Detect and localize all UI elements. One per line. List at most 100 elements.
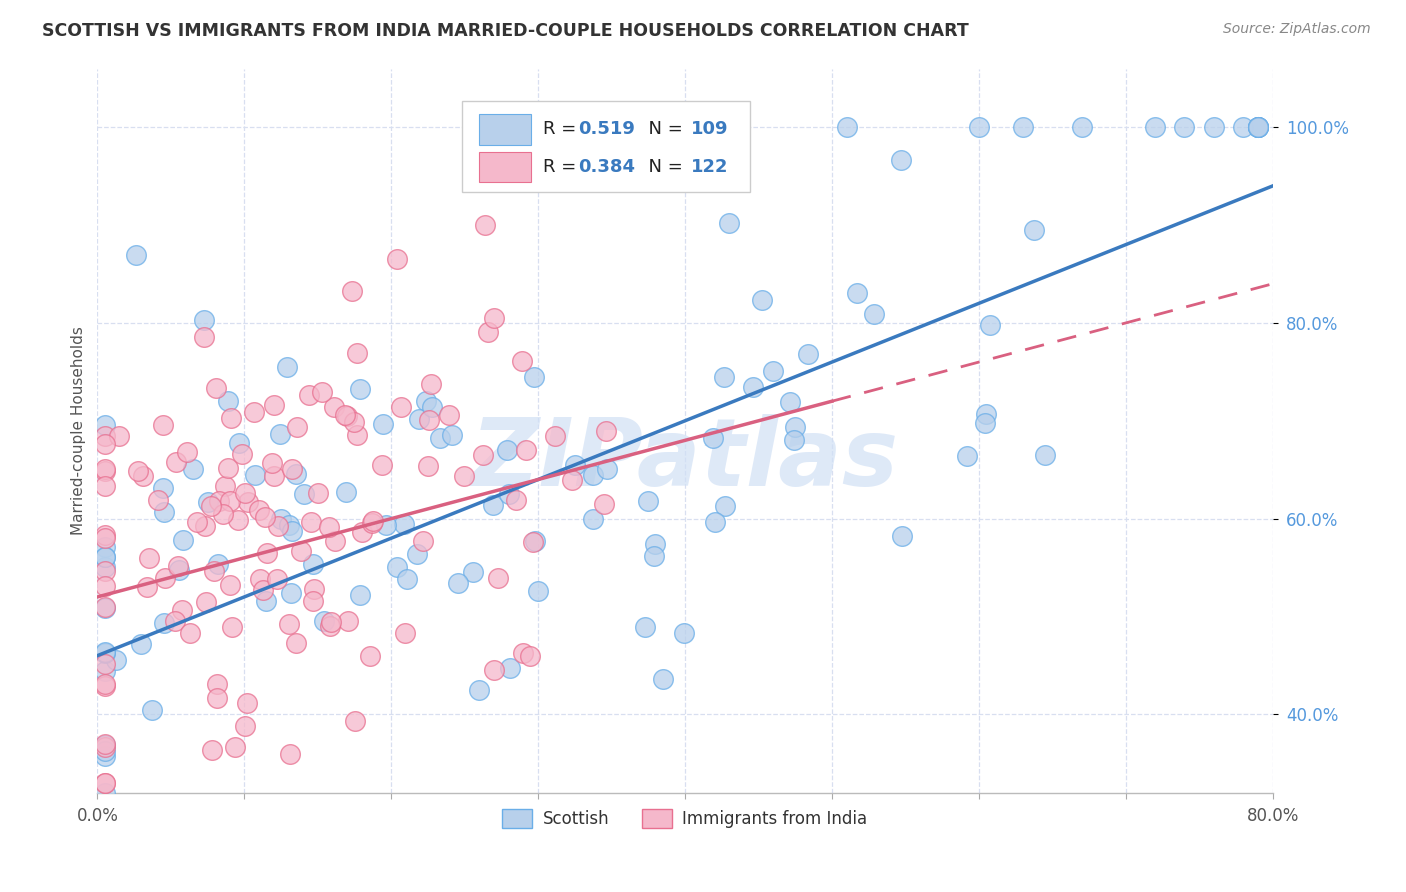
- Point: [233, 486, 256, 500]
- Point: [394, 625, 416, 640]
- Point: [890, 528, 912, 542]
- Point: [197, 494, 219, 508]
- Point: [979, 318, 1001, 333]
- Point: [217, 461, 239, 475]
- Point: [463, 565, 485, 579]
- Text: Source: ZipAtlas.com: Source: ZipAtlas.com: [1223, 22, 1371, 37]
- Point: [498, 487, 520, 501]
- Text: N =: N =: [637, 120, 689, 138]
- Legend: Scottish, Immigrants from India: Scottish, Immigrants from India: [496, 803, 875, 835]
- Point: [233, 719, 256, 733]
- Point: [652, 672, 675, 686]
- Point: [302, 594, 325, 608]
- Point: [266, 572, 288, 586]
- Point: [252, 582, 274, 597]
- Point: [93, 540, 115, 554]
- Point: [543, 429, 565, 443]
- Point: [93, 657, 115, 672]
- Point: [93, 560, 115, 574]
- Point: [477, 325, 499, 339]
- Point: [125, 248, 148, 262]
- Point: [392, 516, 415, 531]
- Point: [93, 549, 115, 564]
- Point: [412, 534, 434, 549]
- Point: [418, 413, 440, 427]
- Point: [359, 648, 381, 663]
- Point: [281, 462, 304, 476]
- Point: [194, 519, 217, 533]
- Point: [406, 547, 429, 561]
- Point: [152, 417, 174, 432]
- Point: [218, 494, 240, 508]
- Point: [1012, 120, 1035, 135]
- Point: [704, 515, 727, 529]
- Text: 0.384: 0.384: [578, 158, 636, 176]
- Y-axis label: Married-couple Households: Married-couple Households: [72, 326, 86, 535]
- Point: [218, 578, 240, 592]
- Point: [323, 533, 346, 548]
- Point: [205, 676, 228, 690]
- Point: [361, 516, 384, 531]
- Point: [472, 448, 495, 462]
- Point: [453, 468, 475, 483]
- Point: [93, 479, 115, 493]
- Point: [135, 580, 157, 594]
- Point: [93, 645, 115, 659]
- Point: [193, 312, 215, 326]
- Text: 109: 109: [690, 120, 728, 138]
- Point: [228, 436, 250, 450]
- Point: [370, 458, 392, 473]
- Point: [292, 487, 315, 501]
- Point: [93, 579, 115, 593]
- Point: [672, 625, 695, 640]
- Point: [207, 557, 229, 571]
- Point: [395, 572, 418, 586]
- Text: SCOTTISH VS IMMIGRANTS FROM INDIA MARRIED-COUPLE HOUSEHOLDS CORRELATION CHART: SCOTTISH VS IMMIGRANTS FROM INDIA MARRIE…: [42, 22, 969, 40]
- Point: [290, 543, 312, 558]
- Point: [783, 420, 806, 434]
- Point: [297, 388, 319, 402]
- Point: [595, 424, 617, 438]
- Point: [1173, 120, 1195, 135]
- Point: [751, 293, 773, 308]
- Point: [93, 461, 115, 475]
- Point: [138, 550, 160, 565]
- Text: ZIPatlas: ZIPatlas: [471, 414, 898, 506]
- Point: [208, 494, 231, 508]
- Point: [186, 515, 208, 529]
- Point: [146, 492, 169, 507]
- Point: [277, 617, 299, 632]
- Text: R =: R =: [543, 158, 582, 176]
- Point: [302, 557, 325, 571]
- Point: [202, 565, 225, 579]
- Point: [344, 714, 367, 728]
- FancyBboxPatch shape: [479, 152, 531, 182]
- Point: [93, 464, 115, 478]
- Point: [93, 664, 115, 678]
- Point: [582, 512, 605, 526]
- Point: [93, 549, 115, 564]
- Point: [890, 153, 912, 167]
- Point: [172, 533, 194, 547]
- Point: [267, 519, 290, 533]
- Point: [349, 382, 371, 396]
- Point: [967, 120, 990, 135]
- Point: [153, 615, 176, 630]
- Point: [582, 467, 605, 482]
- Point: [1232, 120, 1254, 135]
- Point: [835, 120, 858, 135]
- Point: [519, 649, 541, 664]
- Point: [440, 428, 463, 442]
- Point: [468, 683, 491, 698]
- Point: [343, 415, 366, 429]
- Point: [371, 417, 394, 432]
- Point: [1144, 120, 1167, 135]
- Point: [127, 464, 149, 478]
- Point: [634, 620, 657, 634]
- Point: [1247, 120, 1270, 135]
- Point: [522, 534, 544, 549]
- Point: [93, 429, 115, 443]
- Point: [505, 493, 527, 508]
- Point: [862, 308, 884, 322]
- Point: [484, 663, 506, 677]
